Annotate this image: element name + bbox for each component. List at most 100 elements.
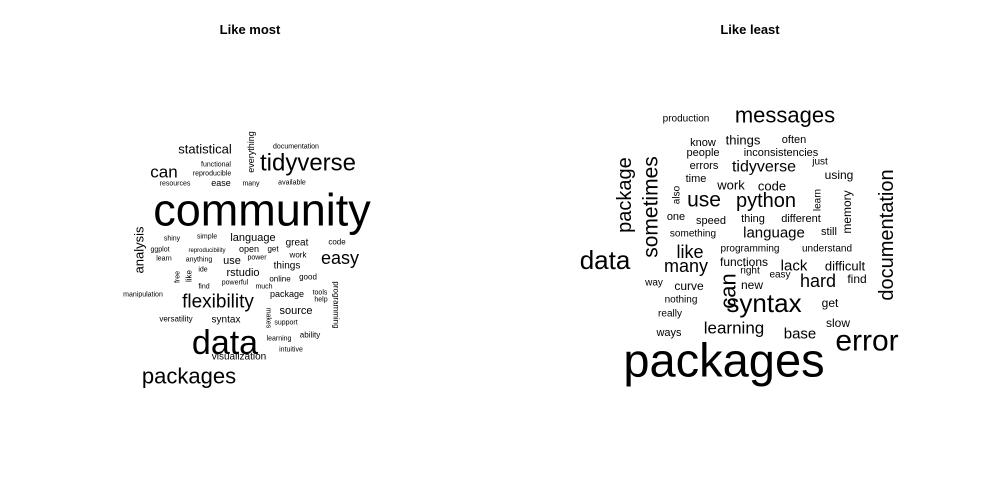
word-lack: lack bbox=[781, 258, 808, 275]
word-tools: tools bbox=[313, 290, 328, 297]
word-can: can bbox=[716, 273, 741, 308]
word-work: work bbox=[289, 251, 308, 260]
word-understand: understand bbox=[802, 244, 852, 255]
chart-title: Like most bbox=[219, 22, 281, 37]
word-memory: memory bbox=[840, 190, 854, 233]
word-community: community bbox=[153, 185, 371, 236]
word-syntax: syntax bbox=[212, 315, 241, 326]
word-curve: curve bbox=[674, 279, 704, 293]
word-easy: easy bbox=[321, 248, 359, 268]
word-power: power bbox=[247, 255, 267, 262]
word-just: just bbox=[811, 157, 828, 168]
word-things: things bbox=[726, 133, 761, 148]
word-ease: ease bbox=[211, 178, 231, 188]
word-using: using bbox=[825, 168, 854, 182]
word-like: like bbox=[676, 242, 703, 262]
word-tidyverse: tidyverse bbox=[260, 150, 356, 177]
word-reproducibility: reproducibility bbox=[188, 248, 225, 254]
word-people: people bbox=[686, 147, 719, 159]
word-find: find bbox=[198, 284, 209, 291]
word-often: often bbox=[782, 134, 806, 146]
word-documentation: documentation bbox=[876, 169, 898, 300]
word-flexibility: flexibility bbox=[182, 292, 254, 313]
word-help: help bbox=[314, 297, 327, 304]
word-also: also bbox=[672, 185, 683, 204]
word-language: language bbox=[743, 225, 805, 242]
word-use: use bbox=[687, 189, 721, 212]
word-intuitive: intuitive bbox=[279, 347, 303, 354]
word-packages: packages bbox=[142, 364, 236, 389]
word-visualization: visualization bbox=[212, 352, 266, 363]
wordcloud-canvas-like-most: community data tidyverse packages flexibilit… bbox=[123, 131, 371, 389]
word-available: available bbox=[278, 180, 306, 187]
word-errors: errors bbox=[690, 160, 719, 172]
word-python: python bbox=[736, 190, 796, 212]
word-different: different bbox=[781, 213, 821, 225]
word-shiny: shiny bbox=[164, 236, 181, 243]
word-rstudio: rstudio bbox=[226, 267, 259, 279]
word-syntax: syntax bbox=[726, 288, 801, 318]
word-package: package bbox=[270, 289, 304, 299]
word-ways: ways bbox=[655, 327, 682, 339]
word-thing: thing bbox=[741, 213, 765, 225]
word-analysis: analysis bbox=[132, 226, 147, 273]
word-many: many bbox=[242, 181, 260, 188]
word-new: new bbox=[741, 278, 763, 292]
word-reproducible: reproducible bbox=[193, 171, 232, 178]
word-learning: learning bbox=[267, 336, 292, 343]
word-slow: slow bbox=[826, 316, 850, 330]
word-nothing: nothing bbox=[665, 295, 698, 306]
word-data: data bbox=[580, 245, 631, 275]
word-use: use bbox=[223, 255, 241, 267]
word-free: free bbox=[175, 271, 182, 283]
word-really: really bbox=[658, 309, 682, 320]
word-tidyverse: tidyverse bbox=[732, 159, 796, 176]
word-many: many bbox=[664, 256, 708, 276]
word-get: get bbox=[267, 245, 279, 254]
word-simple: simple bbox=[197, 234, 217, 241]
word-speed: speed bbox=[696, 215, 726, 227]
word-hard: hard bbox=[800, 271, 836, 291]
word-anything: anything bbox=[186, 257, 213, 264]
chart-title: Like least bbox=[720, 22, 780, 37]
word-time: time bbox=[686, 173, 707, 185]
word-programming: programming bbox=[332, 281, 341, 328]
word-documentation: documentation bbox=[273, 144, 319, 151]
word-way: way bbox=[644, 278, 663, 289]
word-data: data bbox=[192, 324, 258, 362]
word-online: online bbox=[269, 275, 291, 284]
word-still: still bbox=[821, 226, 837, 238]
word-much: much bbox=[255, 284, 272, 291]
word-versatility: versatility bbox=[159, 315, 192, 324]
word-work: work bbox=[716, 178, 745, 193]
word-inconsistencies: inconsistencies bbox=[744, 147, 819, 159]
word-functional: functional bbox=[201, 162, 231, 169]
word-powerful: powerful bbox=[222, 280, 249, 287]
word-open: open bbox=[239, 244, 259, 254]
word-good: good bbox=[299, 273, 317, 282]
word-ggplot: ggplot bbox=[150, 247, 169, 254]
word-right: right bbox=[740, 266, 760, 277]
word-difficult: difficult bbox=[825, 259, 866, 274]
word-ide: ide bbox=[198, 267, 207, 274]
word-can: can bbox=[150, 163, 177, 182]
word-something: something bbox=[670, 229, 716, 240]
word-makes: makes bbox=[265, 308, 272, 329]
word-language: language bbox=[230, 232, 275, 244]
word-statistical: statistical bbox=[178, 142, 232, 157]
word-ability: ability bbox=[300, 331, 320, 340]
word-easy: easy bbox=[769, 270, 790, 281]
word-resources: resources bbox=[160, 181, 191, 188]
word-learn: learn bbox=[813, 189, 824, 211]
word-great: great bbox=[286, 238, 309, 249]
word-get: get bbox=[822, 296, 839, 310]
word-messages: messages bbox=[735, 103, 835, 128]
word-error: error bbox=[835, 325, 898, 358]
word-code: code bbox=[328, 238, 346, 247]
word-learn: learn bbox=[156, 256, 172, 263]
word-everything: everything bbox=[246, 131, 256, 173]
word-sometimes: sometimes bbox=[640, 156, 663, 258]
word-manipulation: manipulation bbox=[123, 292, 163, 299]
word-things: things bbox=[274, 261, 301, 272]
word-source: source bbox=[279, 305, 312, 317]
